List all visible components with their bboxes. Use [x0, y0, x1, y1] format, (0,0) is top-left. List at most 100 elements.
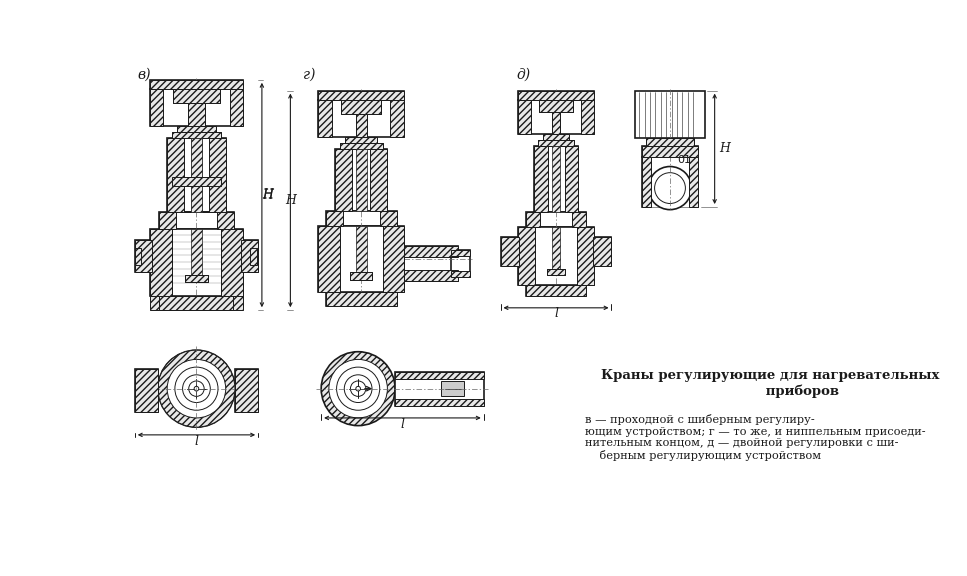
Bar — [339, 226, 383, 291]
Bar — [159, 211, 176, 229]
Bar — [518, 100, 531, 134]
Bar — [539, 140, 573, 146]
Circle shape — [344, 375, 372, 403]
Bar — [526, 211, 540, 227]
Bar — [552, 112, 560, 134]
Bar — [326, 211, 342, 226]
Bar — [359, 114, 364, 137]
Bar — [526, 285, 586, 296]
Bar — [641, 157, 651, 207]
Bar — [339, 143, 383, 149]
Bar — [539, 100, 573, 112]
Bar — [167, 138, 184, 211]
Text: 01: 01 — [677, 155, 691, 165]
Bar — [370, 149, 388, 211]
Bar — [335, 149, 352, 211]
Text: H: H — [285, 194, 296, 207]
Bar — [593, 237, 611, 266]
Circle shape — [350, 381, 366, 396]
Text: в — проходной с шиберным регулиру-
ющим устройством; г — то же, и ниппельным при: в — проходной с шиберным регулиру- ющим … — [585, 414, 926, 461]
Circle shape — [356, 386, 361, 391]
Bar — [194, 138, 199, 211]
Bar — [167, 138, 225, 211]
Bar — [221, 229, 243, 296]
Bar — [318, 90, 404, 100]
Bar — [380, 211, 396, 226]
Bar — [235, 369, 258, 412]
Bar — [565, 146, 578, 211]
Bar — [518, 100, 594, 134]
Bar — [383, 226, 404, 291]
Bar — [172, 132, 221, 138]
Bar — [526, 285, 586, 296]
Bar — [501, 237, 519, 266]
Bar — [539, 100, 573, 112]
Bar — [350, 272, 372, 280]
Circle shape — [321, 352, 396, 426]
Bar — [404, 270, 458, 281]
Bar — [577, 227, 594, 285]
Bar — [356, 149, 366, 211]
Circle shape — [158, 350, 235, 427]
Bar — [335, 149, 388, 211]
Bar — [641, 146, 698, 157]
Bar — [173, 89, 220, 103]
Bar — [396, 372, 484, 378]
Bar — [501, 237, 519, 266]
Bar — [593, 237, 611, 266]
Bar — [542, 134, 570, 140]
Bar — [159, 296, 234, 310]
Circle shape — [167, 359, 225, 418]
Bar — [341, 100, 381, 114]
Bar — [194, 103, 199, 126]
Bar — [177, 126, 216, 132]
Bar — [173, 89, 220, 103]
Bar — [233, 296, 243, 310]
Bar — [134, 240, 152, 272]
Text: г): г) — [303, 67, 315, 81]
Bar — [646, 138, 694, 146]
Circle shape — [244, 374, 249, 380]
Bar — [188, 103, 205, 126]
Text: l: l — [400, 418, 404, 431]
Circle shape — [244, 401, 249, 407]
Bar — [396, 372, 484, 406]
Bar — [134, 240, 152, 272]
Text: l: l — [194, 434, 198, 448]
Bar — [518, 227, 594, 285]
Bar — [150, 229, 172, 296]
Bar — [356, 114, 366, 137]
Bar — [241, 240, 258, 272]
Text: в): в) — [137, 67, 151, 81]
Bar — [318, 100, 332, 137]
Bar — [159, 211, 234, 229]
Bar — [646, 138, 694, 146]
Bar — [356, 226, 366, 272]
Bar — [546, 270, 566, 275]
Bar — [534, 146, 578, 211]
Bar — [635, 90, 705, 138]
Bar — [318, 226, 339, 291]
Bar — [641, 157, 698, 207]
Circle shape — [143, 374, 150, 380]
Text: Краны регулирующие для нагревательных
              приборов: Краны регулирующие для нагревательных пр… — [601, 369, 939, 398]
Bar — [526, 211, 586, 227]
Bar — [172, 229, 221, 296]
Bar — [134, 248, 141, 265]
Bar — [191, 138, 202, 211]
Bar — [518, 90, 594, 100]
Circle shape — [189, 381, 204, 396]
Bar — [404, 246, 458, 281]
Circle shape — [655, 173, 686, 203]
Bar — [241, 240, 258, 272]
Bar — [689, 157, 698, 207]
Bar — [350, 272, 372, 280]
Bar — [572, 211, 586, 227]
Bar — [150, 89, 162, 126]
Bar — [518, 227, 536, 285]
Bar — [159, 296, 234, 310]
Bar — [542, 134, 570, 140]
Bar — [150, 80, 243, 89]
Bar — [451, 250, 470, 256]
Bar — [134, 369, 158, 412]
